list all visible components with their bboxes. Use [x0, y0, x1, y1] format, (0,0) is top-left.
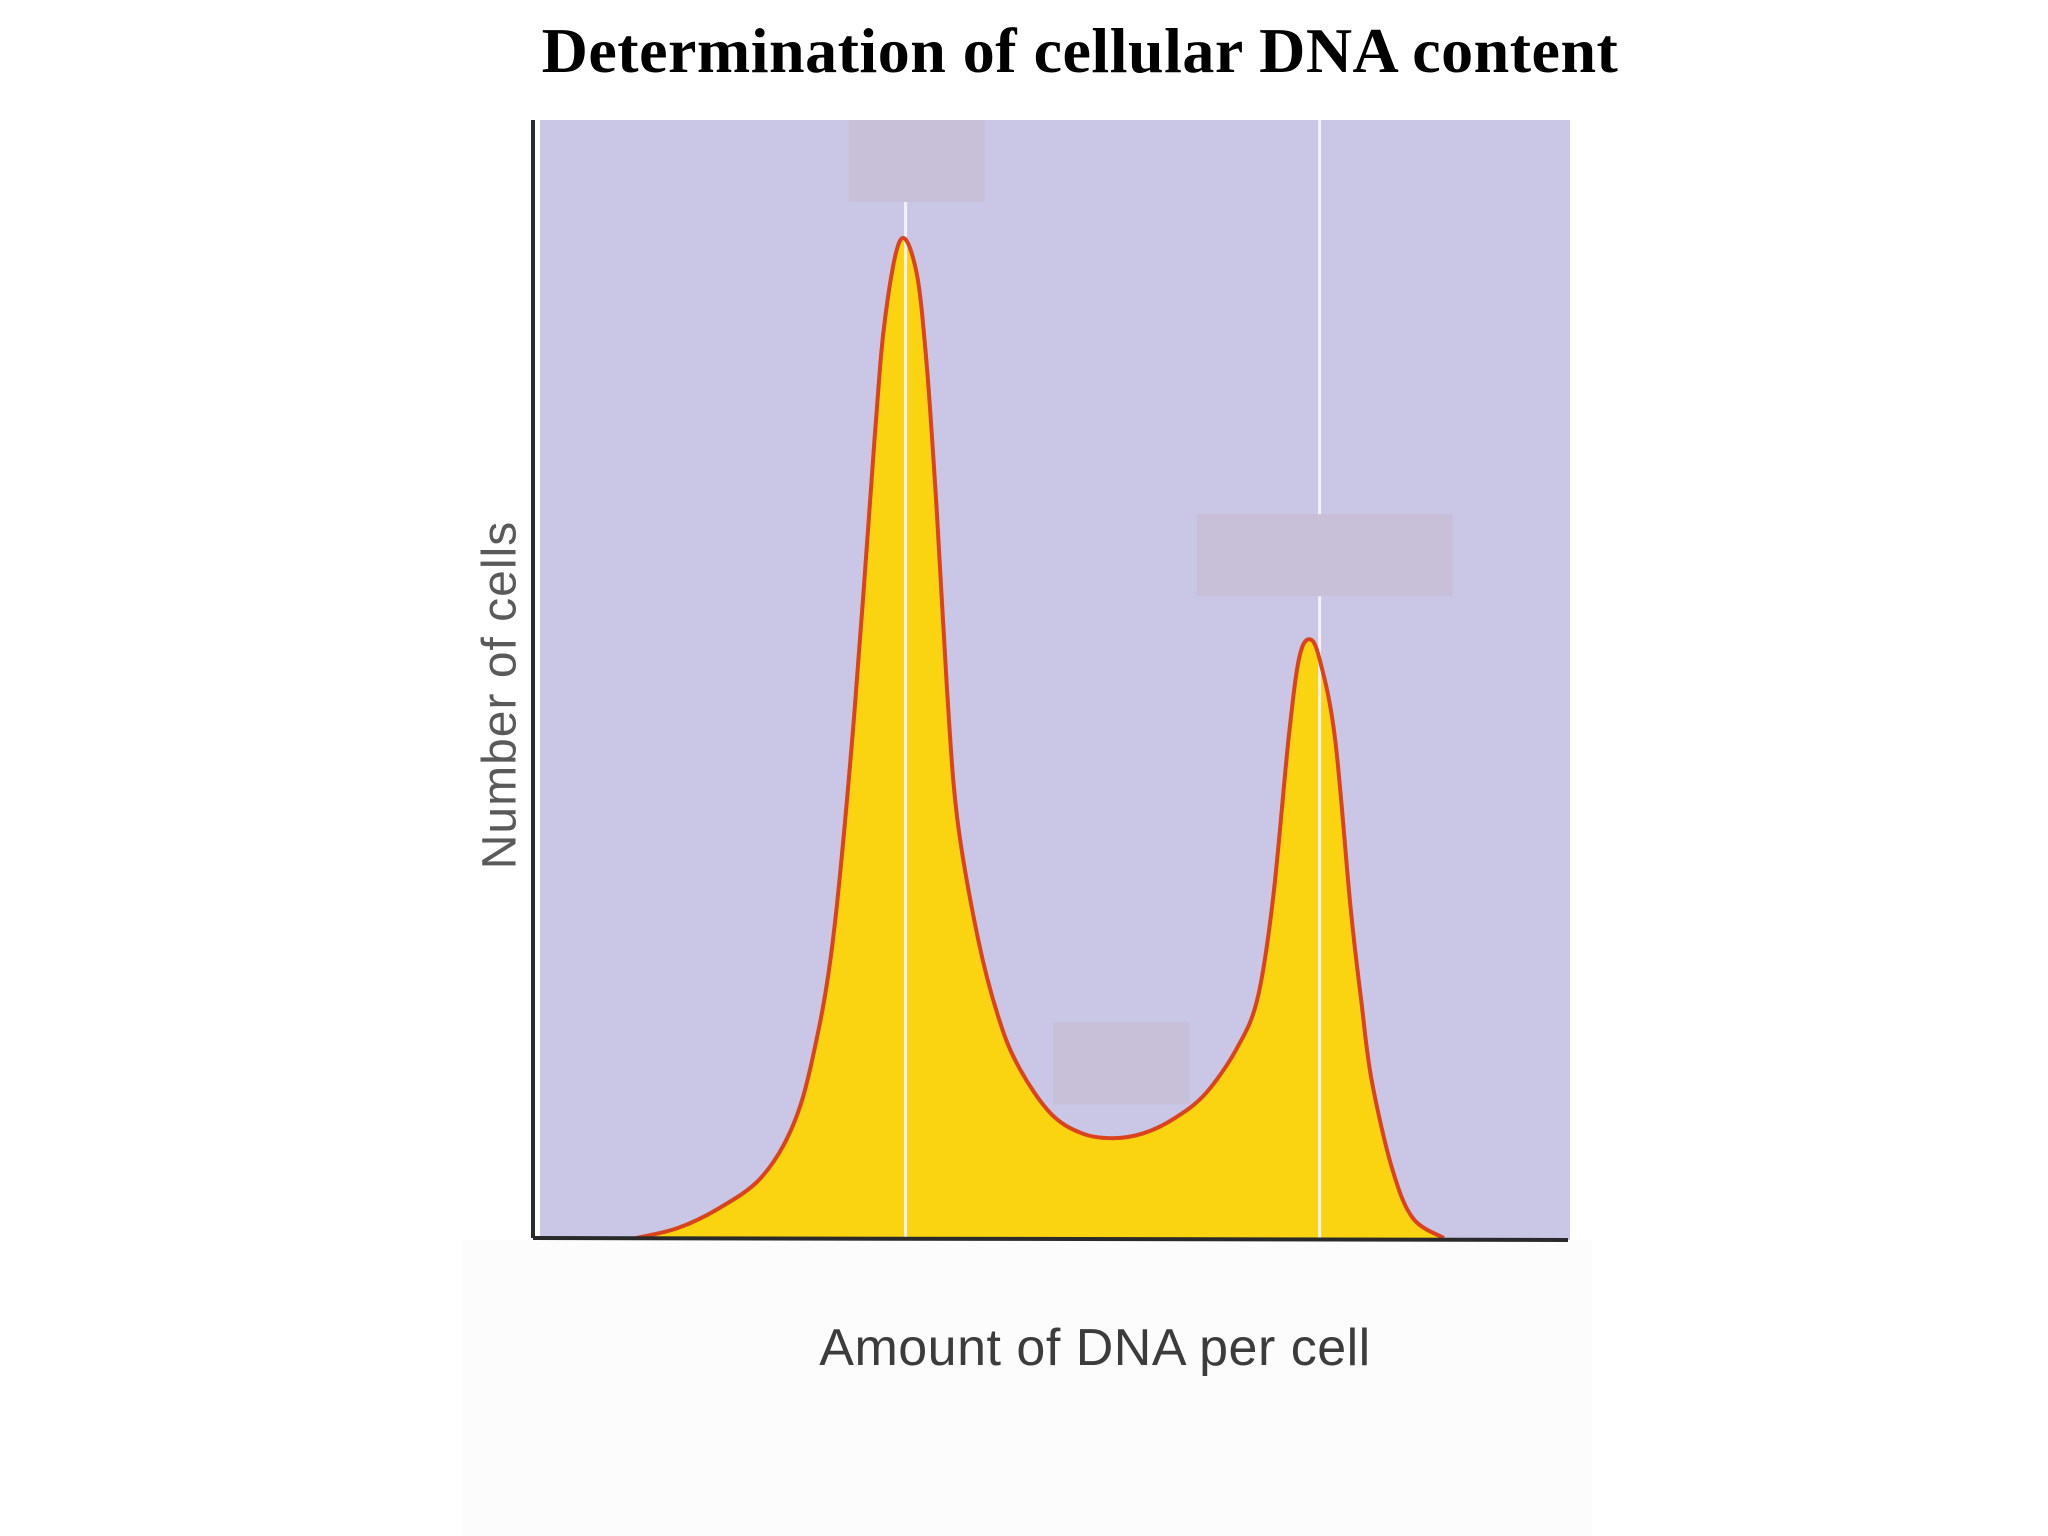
distribution-area [636, 237, 1444, 1238]
label-box-g1 [848, 120, 985, 202]
slide-title: Determination of cellular DNA content [541, 15, 1619, 86]
plot-background [540, 120, 1570, 1240]
figure-backing [462, 1240, 1592, 1536]
distribution-outline [636, 236, 1445, 1240]
chart-marks [636, 120, 1445, 1240]
label-boxes [848, 120, 1453, 1105]
y-axis-label: Number of cells [473, 520, 527, 870]
x-axis-label: Amount of DNA per cell [819, 1319, 1371, 1377]
label-box-s [1053, 1022, 1190, 1105]
label-box-g2m [1196, 514, 1453, 597]
